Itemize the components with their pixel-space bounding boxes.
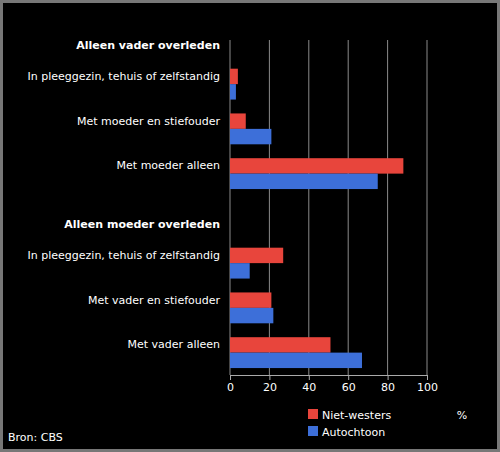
- bar: [230, 158, 403, 173]
- tick-label: 100: [417, 381, 438, 394]
- tick-mark: [348, 375, 349, 380]
- bar: [230, 69, 238, 84]
- bar: [230, 84, 236, 99]
- tick: 80: [381, 375, 395, 394]
- tick-mark: [427, 375, 428, 380]
- tick: Met vader en stiefouder: [88, 294, 230, 308]
- bar: [230, 113, 246, 128]
- grid-line: [269, 40, 270, 375]
- grid-line: [348, 40, 349, 375]
- tick: 20: [263, 375, 277, 394]
- legend: Niet-westers Autochtoon: [308, 409, 391, 439]
- tick-label: In pleeggezin, tehuis of zelfstandig: [28, 249, 220, 262]
- tick-label: Met vader en stiefouder: [88, 294, 221, 307]
- tick: In pleeggezin, tehuis of zelfstandig: [28, 70, 230, 84]
- legend-label: Niet-westers: [322, 409, 391, 422]
- legend-swatch: [308, 409, 318, 419]
- tick: 60: [342, 375, 356, 394]
- category-axis: Alleen vader overleden In pleeggezin, teh…: [28, 39, 230, 353]
- bar: [230, 263, 250, 278]
- tick-mark: [309, 375, 310, 380]
- grid-line: [427, 40, 428, 375]
- x-axis: 0 20 40 60 80 100: [227, 375, 438, 394]
- tick-mark: [269, 375, 270, 380]
- tick-mark: [388, 375, 389, 380]
- tick-label: 0: [227, 381, 234, 394]
- bar: [230, 308, 273, 323]
- group-header: Alleen moeder overleden: [64, 218, 220, 231]
- tick-label: 60: [342, 381, 356, 394]
- bar: [230, 337, 330, 352]
- bar: [230, 129, 271, 144]
- legend-swatch: [308, 426, 318, 436]
- axis-title: %: [457, 409, 467, 422]
- bar: [230, 248, 283, 263]
- tick-label: In pleeggezin, tehuis of zelfstandig: [28, 70, 220, 83]
- frame: [2, 2, 499, 451]
- grid: [230, 40, 427, 375]
- bars: [230, 69, 403, 368]
- tick: Alleen vader overleden: [76, 39, 230, 52]
- tick: 40: [302, 375, 316, 394]
- legend-label: Autochtoon: [322, 426, 385, 439]
- tick: 0: [227, 375, 234, 394]
- chart: 0 20 40 60 80 100 Alleen vader overleden In ple…: [0, 0, 500, 452]
- tick: 100: [417, 375, 438, 394]
- tick: Met moeder en stiefouder: [77, 115, 230, 129]
- grid-line: [387, 40, 388, 375]
- tick: Met vader alleen: [128, 338, 230, 352]
- group-header: Alleen vader overleden: [76, 39, 220, 52]
- tick: In pleeggezin, tehuis of zelfstandig: [28, 249, 230, 263]
- tick-label: 20: [263, 381, 277, 394]
- tick: Met moeder alleen: [117, 159, 230, 173]
- grid-line: [308, 40, 309, 375]
- tick-label: 80: [381, 381, 395, 394]
- bar: [230, 292, 271, 307]
- tick-label: Met moeder en stiefouder: [77, 115, 220, 128]
- bar: [230, 353, 362, 368]
- source-note: Bron: CBS: [8, 431, 63, 444]
- tick: Alleen moeder overleden: [64, 218, 230, 231]
- tick-mark: [230, 375, 231, 380]
- tick-label: Met moeder alleen: [117, 159, 220, 172]
- tick-label: Met vader alleen: [128, 338, 220, 351]
- bar: [230, 174, 378, 189]
- tick-label: 40: [302, 381, 316, 394]
- axis-line: [231, 376, 428, 381]
